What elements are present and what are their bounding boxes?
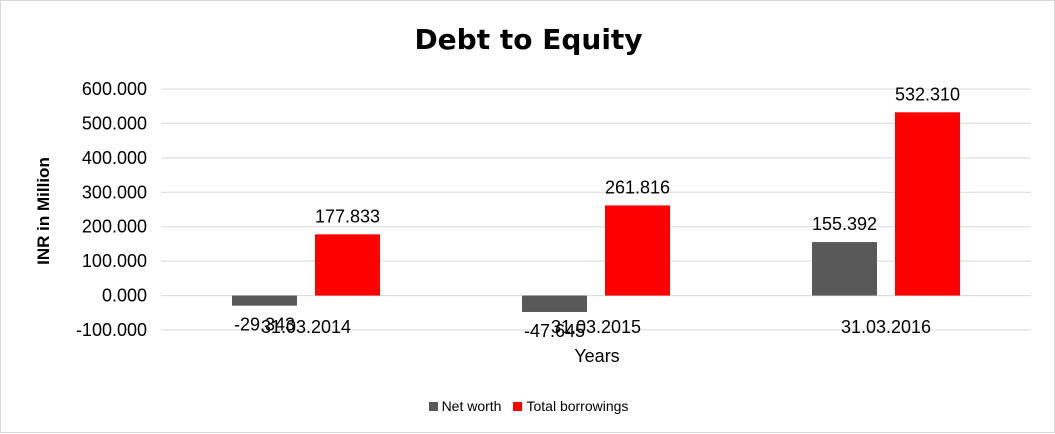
x-axis-title: Years (574, 346, 619, 366)
bar (812, 242, 877, 296)
x-tick-label: 31.03.2016 (841, 317, 931, 337)
legend-label-total-borrowings: Total borrowings (526, 398, 629, 414)
bar (895, 112, 960, 296)
y-tick-label: 300.000 (82, 182, 147, 202)
data-label: 532.310 (895, 84, 960, 104)
y-tick-label: 0.000 (102, 286, 147, 306)
bar (605, 205, 670, 296)
bar (315, 234, 380, 296)
y-tick-label: 600.000 (82, 79, 147, 99)
y-tick-label: 400.000 (82, 148, 147, 168)
legend-swatch-net-worth (428, 401, 438, 411)
data-label: 155.392 (812, 214, 877, 234)
legend-swatch-total-borrowings (513, 401, 523, 411)
x-tick-label: 31.03.2014 (261, 317, 351, 337)
legend-label-net-worth: Net worth (441, 398, 502, 414)
y-axis-title: INR in Million (34, 157, 53, 265)
legend-item-total-borrowings: Total borrowings (513, 398, 628, 414)
y-tick-label: 100.000 (82, 251, 147, 271)
y-tick-label: -100.000 (76, 320, 147, 340)
y-tick-label: 500.000 (82, 113, 147, 133)
x-tick-label: 31.03.2015 (551, 317, 641, 337)
chart-legend: Net worth Total borrowings (1, 398, 1055, 414)
chart-title: Debt to Equity (414, 23, 643, 56)
data-label: -47.645 (524, 321, 585, 341)
legend-item-net-worth: Net worth (428, 398, 502, 414)
data-label: 177.833 (315, 206, 380, 226)
bar (522, 295, 587, 312)
data-label: -29.343 (234, 315, 295, 335)
y-tick-label: 200.000 (82, 217, 147, 237)
data-label: 261.816 (605, 177, 670, 197)
bar (232, 295, 297, 306)
